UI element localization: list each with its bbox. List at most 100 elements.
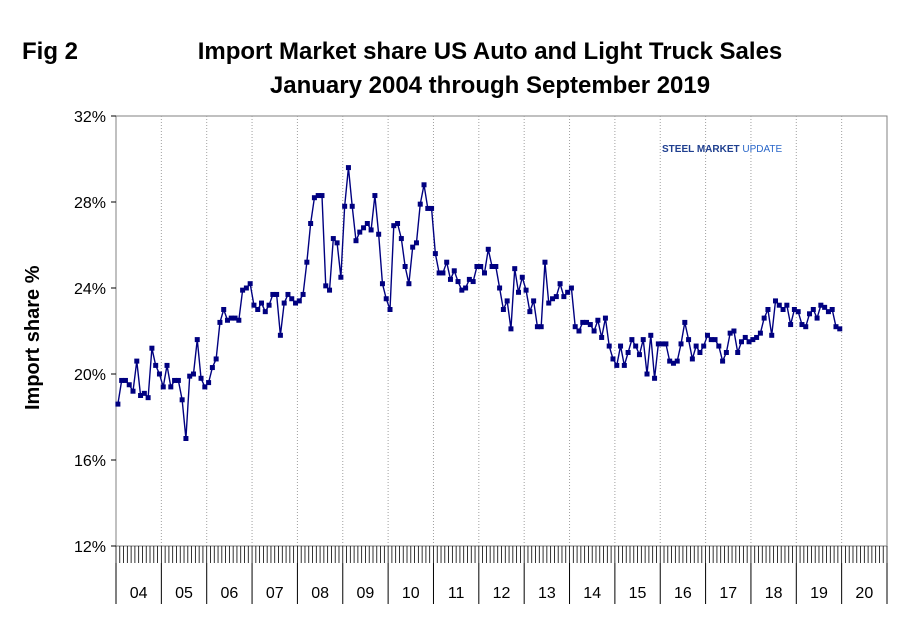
data-point bbox=[172, 377, 178, 383]
data-point bbox=[500, 307, 506, 312]
data-point bbox=[126, 382, 132, 388]
data-point bbox=[610, 356, 616, 362]
data-point bbox=[289, 296, 295, 302]
data-point bbox=[553, 294, 559, 300]
data-point bbox=[262, 309, 268, 315]
y-tick-label: 12% bbox=[74, 539, 106, 556]
data-point bbox=[769, 332, 775, 338]
data-point bbox=[765, 307, 771, 312]
logo-text-light: UPDATE bbox=[739, 144, 783, 155]
data-point bbox=[194, 337, 200, 343]
data-point bbox=[425, 205, 431, 211]
data-point bbox=[406, 281, 412, 287]
data-point bbox=[701, 343, 707, 349]
data-point bbox=[327, 287, 333, 293]
data-point bbox=[175, 377, 181, 383]
data-point bbox=[285, 291, 291, 297]
data-point bbox=[164, 362, 170, 368]
data-point bbox=[629, 337, 635, 343]
logo-text-bold: STEEL MARKET bbox=[662, 144, 740, 155]
data-point bbox=[466, 276, 472, 282]
data-point bbox=[474, 264, 480, 269]
figure-label: Fig 2 bbox=[22, 38, 79, 65]
data-point bbox=[659, 341, 665, 347]
data-point bbox=[300, 291, 306, 297]
data-point bbox=[168, 384, 174, 390]
data-point bbox=[746, 339, 752, 345]
data-point bbox=[493, 264, 499, 269]
data-point bbox=[807, 311, 813, 317]
data-point bbox=[773, 298, 779, 304]
data-point bbox=[670, 360, 676, 366]
data-point bbox=[293, 300, 299, 306]
data-point bbox=[814, 315, 820, 321]
data-point bbox=[376, 231, 382, 237]
data-point bbox=[614, 362, 620, 368]
data-point bbox=[546, 300, 552, 306]
year-label: 18 bbox=[765, 585, 783, 602]
data-point bbox=[516, 289, 522, 295]
data-point bbox=[640, 337, 646, 343]
data-point bbox=[379, 281, 385, 287]
data-point bbox=[183, 436, 189, 441]
data-point bbox=[716, 343, 722, 349]
data-point bbox=[240, 287, 246, 293]
data-point bbox=[531, 298, 537, 304]
data-point bbox=[334, 240, 340, 246]
data-point bbox=[455, 279, 461, 285]
data-point bbox=[599, 334, 605, 340]
data-point bbox=[243, 285, 249, 291]
data-point bbox=[372, 193, 378, 199]
data-point bbox=[251, 302, 257, 308]
data-point bbox=[451, 268, 457, 274]
data-point bbox=[198, 375, 204, 381]
y-tick-label: 32% bbox=[74, 109, 106, 126]
data-point bbox=[576, 328, 582, 334]
data-point bbox=[754, 334, 760, 340]
data-point bbox=[187, 373, 193, 379]
data-point bbox=[255, 307, 261, 312]
year-label: 20 bbox=[855, 585, 873, 602]
year-label: 16 bbox=[674, 585, 692, 602]
data-point bbox=[308, 221, 314, 226]
data-point bbox=[606, 343, 612, 349]
data-point bbox=[795, 309, 801, 315]
data-point bbox=[153, 362, 159, 368]
data-point bbox=[572, 324, 578, 330]
data-point bbox=[788, 322, 794, 328]
data-point bbox=[829, 307, 835, 312]
year-label: 04 bbox=[130, 585, 148, 602]
data-point bbox=[266, 302, 272, 308]
data-point bbox=[776, 302, 782, 308]
data-point bbox=[527, 309, 533, 315]
data-point bbox=[444, 259, 450, 265]
year-label: 13 bbox=[538, 585, 556, 602]
data-point bbox=[704, 332, 710, 338]
data-point bbox=[213, 356, 219, 362]
year-label: 07 bbox=[266, 585, 284, 602]
data-point bbox=[550, 296, 556, 302]
data-point bbox=[512, 266, 518, 272]
data-point bbox=[508, 326, 514, 332]
data-point bbox=[429, 205, 435, 211]
data-point bbox=[364, 221, 370, 226]
data-point bbox=[750, 337, 756, 343]
data-point bbox=[542, 259, 548, 265]
data-point bbox=[667, 358, 673, 364]
data-point bbox=[319, 193, 325, 199]
data-point bbox=[440, 270, 446, 276]
data-point bbox=[459, 287, 465, 293]
data-point bbox=[130, 388, 136, 394]
data-point bbox=[206, 380, 212, 386]
data-point bbox=[731, 328, 737, 334]
data-point bbox=[221, 307, 227, 312]
data-point bbox=[618, 343, 624, 349]
data-point bbox=[652, 375, 658, 381]
data-point bbox=[678, 341, 684, 347]
data-point bbox=[368, 227, 374, 233]
chart-title-line1: Import Market share US Auto and Light Tr… bbox=[197, 38, 783, 65]
data-point bbox=[122, 377, 128, 383]
data-point bbox=[160, 384, 166, 390]
data-point bbox=[780, 307, 786, 312]
data-point bbox=[224, 317, 230, 323]
